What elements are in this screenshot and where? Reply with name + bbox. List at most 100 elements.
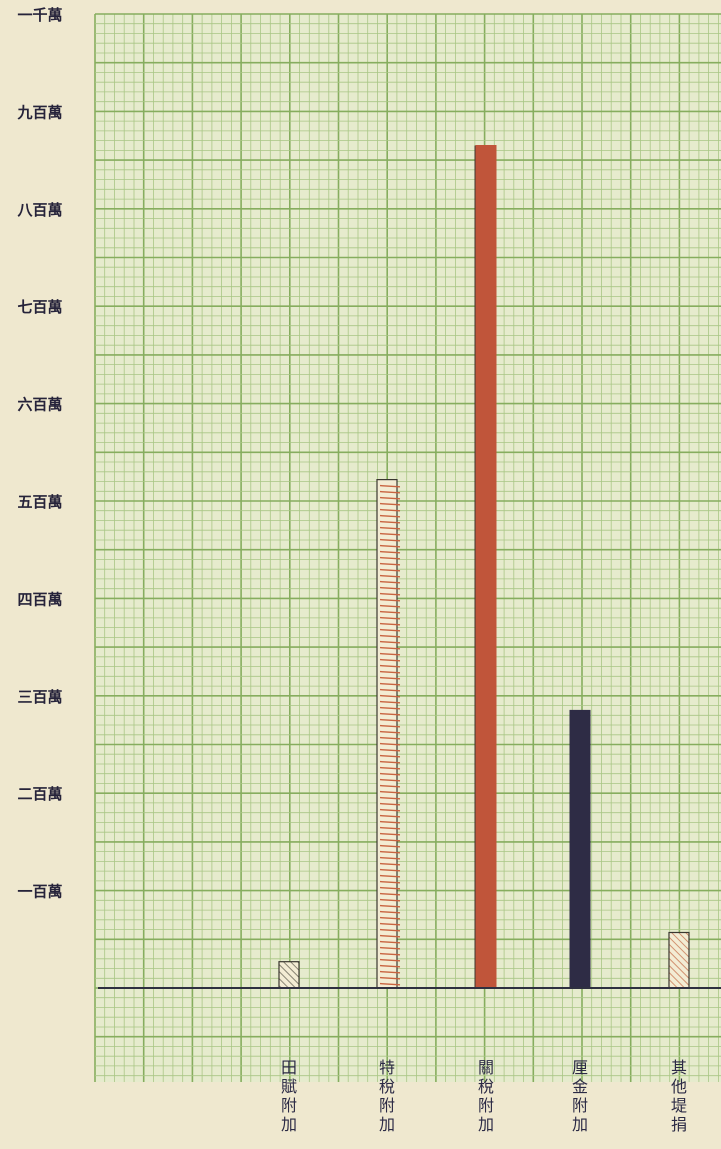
bar-rule-mark [379,634,401,638]
bar-rule-mark [379,970,401,974]
bar-rule-mark [379,712,401,716]
bar-rule-mark [379,868,401,872]
category-label-char: 附 [281,1096,297,1115]
bar-rule-mark [379,754,401,758]
category-label-char: 附 [572,1096,588,1115]
bar-rule-mark [379,604,401,608]
y-tick-label: 五百萬 [17,493,62,511]
bar-rule-mark [379,598,401,602]
category-label-char: 稅 [478,1077,494,1096]
y-tick-label: 一千萬 [17,6,62,24]
category-label-char: 田 [281,1058,297,1077]
category-label-char: 賦 [281,1077,297,1096]
bar-rule-mark [379,700,401,704]
bar-rule-mark [379,676,401,680]
bar-rule-mark [379,736,401,740]
bar-rule-mark [379,850,401,854]
bar-3 [475,145,497,989]
bar-rule-mark [379,658,401,662]
bars-layer [278,145,690,989]
bar-rule-mark [379,802,401,806]
bar-rule-mark [379,592,401,596]
bar-rule-mark [379,568,401,572]
bar-rule-mark [379,502,401,506]
bar-rule-mark [379,670,401,674]
bar-rule-mark [379,718,401,722]
bar-rule-mark [379,778,401,782]
bar-rule-mark [379,550,401,554]
bar-rule-mark [379,958,401,962]
bar-rule-mark [379,784,401,788]
bar-rule-mark [379,616,401,620]
category-label-char: 加 [572,1115,588,1134]
bar-rule-mark [379,574,401,578]
bar-rule-mark [379,646,401,650]
bar-5 [668,931,690,989]
bar-rule-mark [379,814,401,818]
category-label-char: 捐 [671,1115,687,1134]
bar-4 [569,709,591,989]
bar-rule-mark [379,520,401,524]
category-label-char: 他 [671,1077,687,1096]
bar-rule-mark [379,886,401,890]
bar-rule-mark [379,892,401,896]
bar-rule-mark [379,760,401,764]
bar-rule-mark [379,826,401,830]
y-tick-label: 二百萬 [17,785,62,803]
bar-rule-mark [379,556,401,560]
bar-rule-mark [379,610,401,614]
category-label-char: 關 [478,1058,494,1077]
y-tick-label: 八百萬 [16,201,62,219]
bar-rule-mark [379,856,401,860]
y-tick-label: 四百萬 [17,590,62,608]
bar-rule-mark [379,790,401,794]
bar-rule-mark [379,640,401,644]
bar-rule-mark [379,682,401,686]
bar-rule-mark [379,922,401,926]
bar-rule-mark [379,526,401,530]
bar-rule-mark [379,928,401,932]
bar-rule-mark [379,664,401,668]
bar-rule-mark [379,862,401,866]
bar-rule-mark [379,742,401,746]
bar-rule-mark [379,946,401,950]
grid-paper [95,14,721,1082]
category-label-char: 加 [281,1115,297,1134]
y-tick-label: 一百萬 [17,883,62,901]
bar-rule-mark [379,514,401,518]
bar-rule-mark [379,934,401,938]
bar-rule-mark [379,748,401,752]
bar-rule-mark [379,880,401,884]
bar-1 [278,961,300,989]
category-label-char: 特 [379,1058,395,1077]
category-label-char: 稅 [379,1077,395,1096]
bar-rule-mark [379,508,401,512]
bar-rule-mark [379,730,401,734]
bar-rule-mark [379,910,401,914]
bar-rule-mark [379,952,401,956]
y-tick-label: 七百萬 [17,298,62,316]
bar-rule-mark [379,976,401,980]
bar-rule-mark [379,628,401,632]
bar-rule-mark [379,796,401,800]
bar-rule-mark [379,484,401,488]
bar-rule-mark [379,820,401,824]
bar-rule-mark [379,808,401,812]
y-tick-label: 九百萬 [16,103,62,121]
bar-rule-mark [379,772,401,776]
bar-rule-mark [379,844,401,848]
category-label-char: 加 [379,1115,395,1134]
bar-rule-mark [379,688,401,692]
bar-rule-mark [379,964,401,968]
bar-rule-mark [379,496,401,500]
grid-lines [94,13,721,1082]
bar-rule-mark [379,622,401,626]
y-tick-label: 三百萬 [17,688,62,706]
bar-rule-mark [379,694,401,698]
